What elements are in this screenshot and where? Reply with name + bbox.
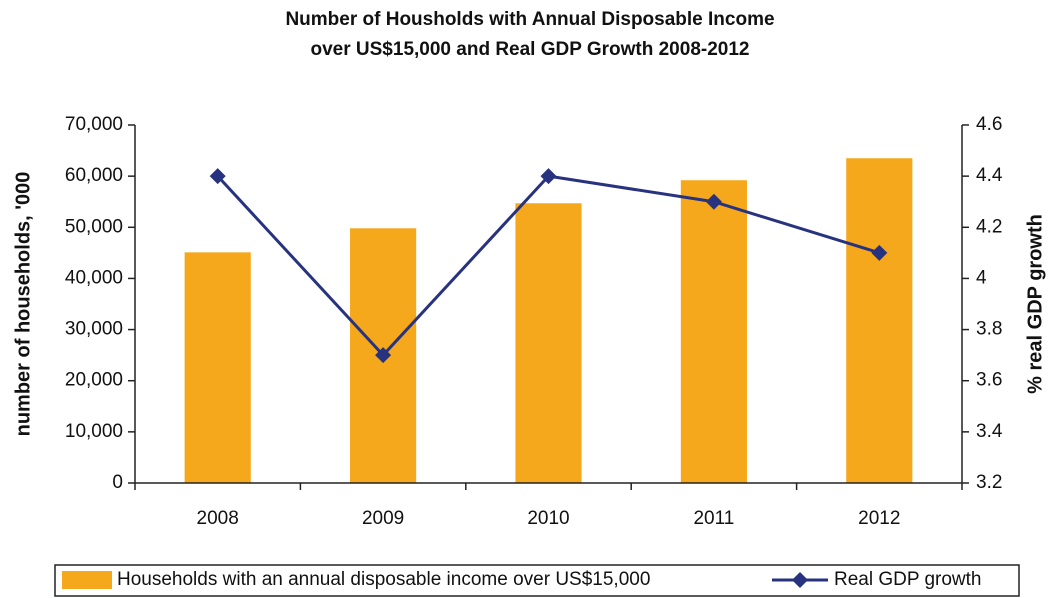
legend-swatch: [62, 571, 112, 589]
y-tick-label: 10,000: [65, 421, 123, 442]
line-marker: [375, 347, 392, 364]
line-marker: [871, 244, 888, 261]
chart-title: Number of Housholds with Annual Disposab…: [285, 9, 774, 30]
bar: [184, 252, 251, 483]
legend-label: Real GDP growth: [834, 569, 982, 590]
line-marker: [209, 168, 226, 185]
y2-tick-label: 3.8: [976, 319, 1002, 340]
y2-tick-label: 3.4: [976, 421, 1003, 442]
y-tick-label: 60,000: [65, 165, 123, 186]
y2-tick-label: 4: [976, 267, 987, 288]
y2-tick-label: 4.6: [976, 114, 1002, 135]
line-marker: [705, 193, 722, 210]
y-tick-label: 0: [112, 472, 123, 493]
y-tick-label: 50,000: [65, 216, 123, 237]
legend-label: Households with an annual disposable inc…: [117, 569, 650, 590]
x-tick-label: 2009: [362, 508, 404, 529]
y-tick-label: 40,000: [65, 267, 123, 288]
y-tick-label: 20,000: [65, 370, 123, 391]
y2-tick-label: 3.2: [976, 472, 1002, 493]
bar: [680, 180, 747, 483]
y2-tick-label: 4.2: [976, 216, 1002, 237]
line-marker: [540, 168, 557, 185]
chart-title: over US$15,000 and Real GDP Growth 2008-…: [311, 39, 750, 60]
bar: [846, 158, 913, 483]
x-tick-label: 2008: [197, 508, 239, 529]
x-tick-label: 2010: [527, 508, 569, 529]
x-tick-label: 2011: [693, 508, 734, 529]
y2-tick-label: 3.6: [976, 370, 1002, 391]
y-axis-title: number of households, '000: [12, 172, 34, 437]
bar: [515, 203, 582, 483]
legend-box: [54, 564, 1020, 597]
legend-swatch: [792, 572, 808, 588]
y-tick-label: 30,000: [65, 319, 123, 340]
x-tick-label: 2012: [858, 508, 900, 529]
y2-axis-title: % real GDP growth: [1024, 214, 1046, 394]
y-tick-label: 70,000: [65, 114, 123, 135]
y2-tick-label: 4.4: [976, 165, 1003, 186]
